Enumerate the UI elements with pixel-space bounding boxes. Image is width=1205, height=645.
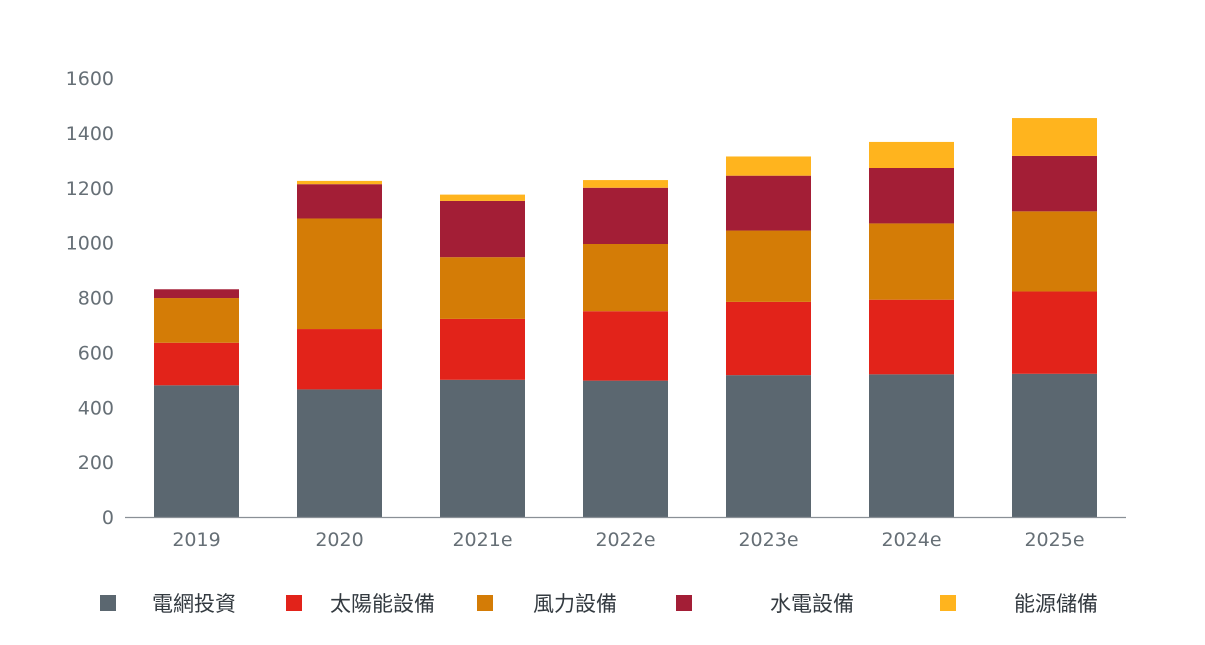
y-tick-label-200: 200 bbox=[78, 452, 114, 474]
bar-segment-2023e-series-4 bbox=[726, 156, 811, 176]
bar-segment-2022e-series-2 bbox=[583, 243, 668, 312]
legend-swatch-grid-investment bbox=[100, 595, 116, 611]
bar-segment-2022e-series-4 bbox=[583, 180, 668, 188]
legend-item-grid-investment: 電網投資 bbox=[100, 588, 236, 618]
bar-segment-2021e-series-3 bbox=[440, 200, 525, 258]
y-tick-label-1200: 1200 bbox=[66, 178, 114, 200]
x-tick-label-2025e: 2025e bbox=[1024, 529, 1084, 551]
legend-item-energy-storage: 能源儲備 bbox=[940, 588, 1098, 618]
y-tick-label-0: 0 bbox=[102, 507, 114, 529]
x-tick-label-2023e: 2023e bbox=[738, 529, 798, 551]
bar-segment-2025e-series-1 bbox=[1012, 291, 1097, 374]
bar-segment-2024e-series-1 bbox=[869, 299, 954, 375]
bar-segment-2025e-series-0 bbox=[1012, 373, 1097, 517]
bar-segment-2024e-series-0 bbox=[869, 374, 954, 517]
bar-segment-2020-series-4 bbox=[297, 180, 382, 185]
y-tick-label-1600: 1600 bbox=[66, 68, 114, 90]
x-tick-label-2021e: 2021e bbox=[452, 529, 512, 551]
x-tick-label-2024e: 2024e bbox=[881, 529, 941, 551]
bar-segment-2020-series-1 bbox=[297, 329, 382, 390]
x-tick-label-2019: 2019 bbox=[172, 529, 220, 551]
legend-item-solar-equipment: 太陽能設備 bbox=[286, 588, 435, 618]
bar-segment-2019-series-0 bbox=[154, 385, 239, 517]
bar-segment-2019-series-2 bbox=[154, 298, 239, 343]
bar-segment-2021e-series-0 bbox=[440, 379, 525, 517]
bar-segment-2025e-series-4 bbox=[1012, 118, 1097, 156]
bar-segment-2024e-series-4 bbox=[869, 141, 954, 168]
legend-label-hydro-equipment: 水電設備 bbox=[770, 592, 854, 616]
bar-segment-2021e-series-1 bbox=[440, 318, 525, 380]
bar-segment-2020-series-0 bbox=[297, 389, 382, 517]
bar-segment-2023e-series-2 bbox=[726, 230, 811, 302]
bar-segment-2021e-series-4 bbox=[440, 194, 525, 201]
legend-label-energy-storage: 能源儲備 bbox=[1014, 592, 1098, 616]
legend-label-grid-investment: 電網投資 bbox=[152, 592, 236, 616]
bar-segment-2022e-series-1 bbox=[583, 311, 668, 381]
bar-segment-2020-series-2 bbox=[297, 218, 382, 330]
y-tick-label-800: 800 bbox=[78, 288, 114, 310]
bar-segment-2025e-series-2 bbox=[1012, 211, 1097, 292]
bar-segment-2022e-series-0 bbox=[583, 380, 668, 517]
y-tick-label-600: 600 bbox=[78, 342, 114, 364]
bar-segment-2022e-series-3 bbox=[583, 187, 668, 244]
legend-swatch-hydro-equipment bbox=[676, 595, 692, 611]
y-axis-ticks: 0 200 400 600 800 1000 1200 1400 1600 bbox=[66, 68, 114, 529]
legend-label-wind-equipment: 風力設備 bbox=[533, 592, 617, 616]
y-tick-label-1400: 1400 bbox=[66, 123, 114, 145]
bar-segment-2019-series-3 bbox=[154, 289, 239, 299]
bar-segment-2020-series-3 bbox=[297, 184, 382, 219]
bar-segment-2023e-series-1 bbox=[726, 301, 811, 376]
x-tick-label-2022e: 2022e bbox=[595, 529, 655, 551]
bar-segment-2024e-series-3 bbox=[869, 167, 954, 224]
bar-segment-2025e-series-3 bbox=[1012, 155, 1097, 212]
legend-label-solar-equipment: 太陽能設備 bbox=[330, 592, 435, 616]
y-tick-label-1000: 1000 bbox=[66, 233, 114, 255]
x-tick-label-2020: 2020 bbox=[315, 529, 363, 551]
bar-segment-2019-series-1 bbox=[154, 342, 239, 386]
y-tick-label-400: 400 bbox=[78, 397, 114, 419]
legend-item-wind-equipment: 風力設備 bbox=[477, 588, 617, 618]
x-axis-ticks: 2019 2020 2021e 2022e 2023e 2024e 2025e bbox=[172, 529, 1084, 551]
legend: 電網投資 太陽能設備 風力設備 水電設備 能源儲備 bbox=[0, 588, 1205, 618]
legend-item-hydro-equipment: 水電設備 bbox=[676, 588, 854, 618]
bar-segment-2021e-series-2 bbox=[440, 257, 525, 319]
legend-swatch-wind-equipment bbox=[477, 595, 493, 611]
legend-swatch-solar-equipment bbox=[286, 595, 302, 611]
bar-stacks bbox=[154, 118, 1097, 517]
legend-swatch-energy-storage bbox=[940, 595, 956, 611]
bar-segment-2023e-series-0 bbox=[726, 375, 811, 517]
bar-segment-2023e-series-3 bbox=[726, 175, 811, 231]
bar-segment-2024e-series-2 bbox=[869, 223, 954, 300]
